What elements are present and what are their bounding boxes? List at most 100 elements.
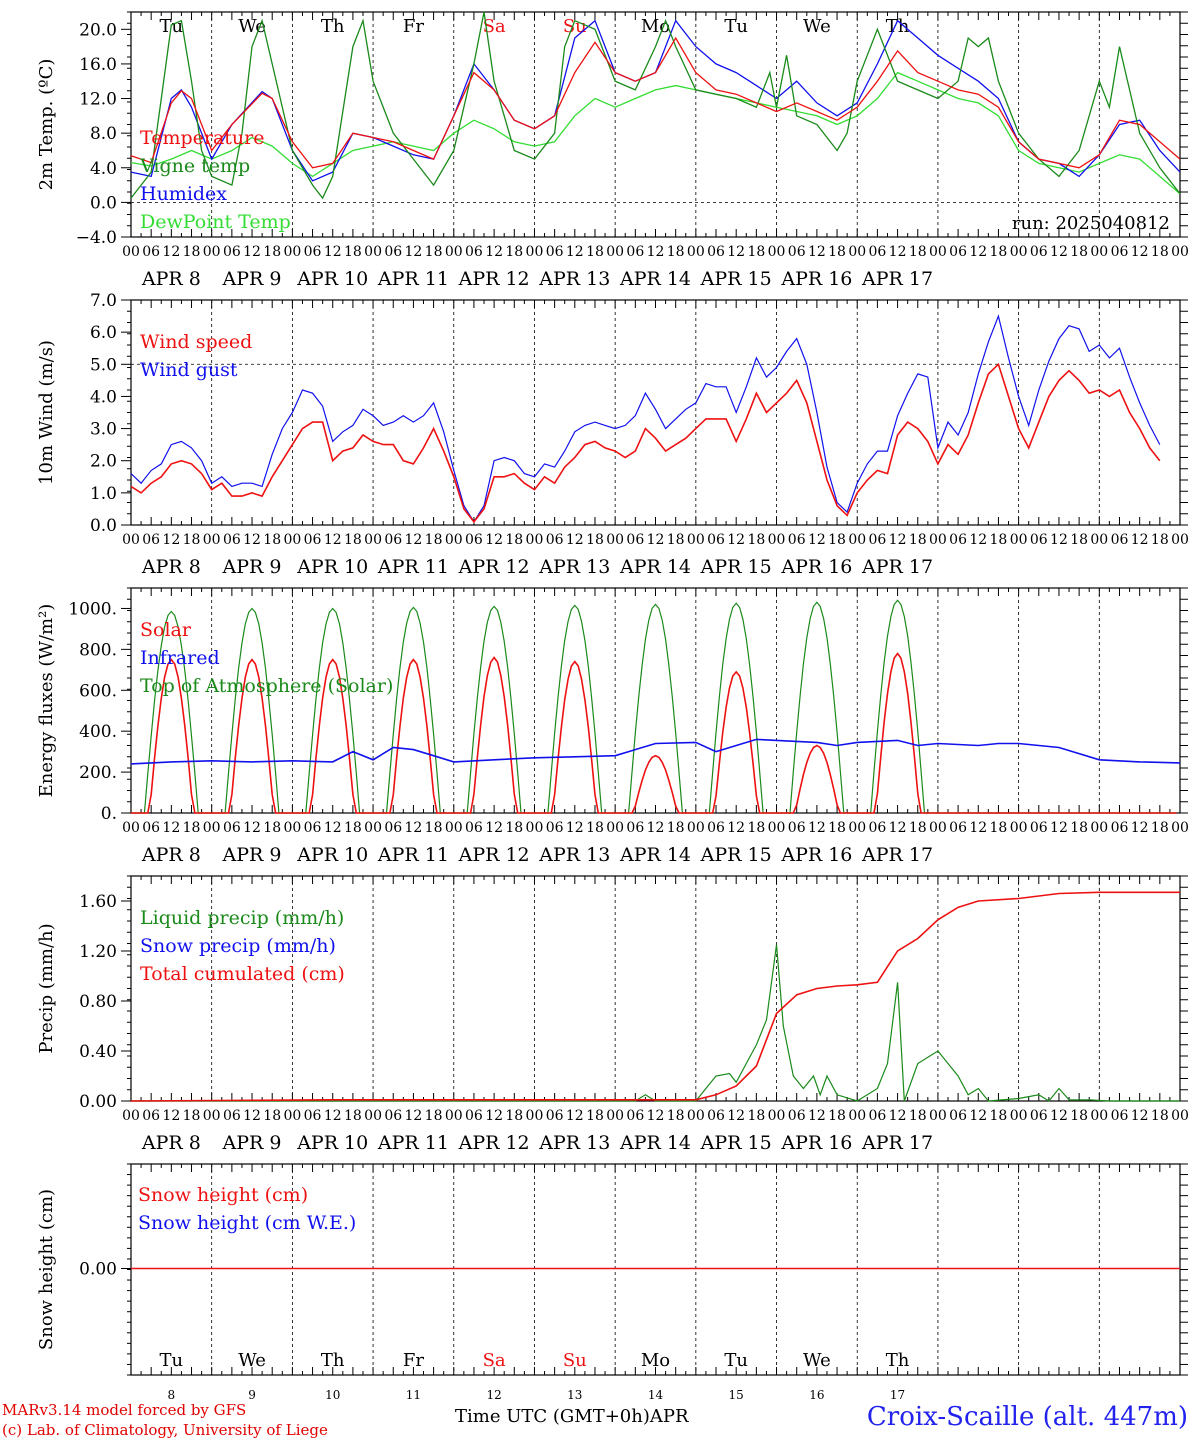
y-tick-label: 0. <box>101 804 117 824</box>
hour-label: 12 <box>808 820 826 836</box>
hour-label: 18 <box>1151 1108 1169 1124</box>
date-label: APR 12 <box>458 268 530 290</box>
y-tick-label: 4.0 <box>90 159 117 179</box>
hour-label: 18 <box>1070 820 1088 836</box>
hour-label: 18 <box>1070 532 1088 548</box>
day-abbr: Tu <box>724 1350 748 1371</box>
hour-label: 06 <box>868 820 886 836</box>
series-dewpoint-temp <box>130 71 1181 195</box>
y-tick-label: 20.0 <box>79 20 117 40</box>
hour-label: 06 <box>1111 532 1129 548</box>
hour-label: 12 <box>889 244 907 260</box>
y-tick-label: 0.00 <box>79 1260 117 1280</box>
date-label: APR 16 <box>780 556 852 578</box>
hour-label: 00 <box>364 1108 382 1124</box>
hour-label: 18 <box>828 1108 846 1124</box>
series-wind-speed <box>130 362 1161 524</box>
date-label: APR 16 <box>780 1132 852 1154</box>
hour-label: 06 <box>384 532 402 548</box>
hour-label: 18 <box>344 820 362 836</box>
date-label: APR 8 <box>141 1132 201 1154</box>
y-tick-label: 0.00 <box>79 1092 117 1112</box>
hour-label: 06 <box>707 244 725 260</box>
hour-label: 18 <box>828 532 846 548</box>
panel-1 <box>127 299 1188 526</box>
hour-label: 06 <box>304 820 322 836</box>
hour-label: 18 <box>990 1108 1008 1124</box>
hour-label: 12 <box>485 1108 503 1124</box>
date-label: APR 12 <box>458 844 530 866</box>
hour-label: 12 <box>162 820 180 836</box>
legend-entry: Snow height (cm) <box>138 1184 308 1206</box>
date-label: APR 11 <box>377 268 449 290</box>
hour-label: 18 <box>183 820 201 836</box>
date-label: APR 15 <box>700 1132 772 1154</box>
hour-label: 00 <box>1010 244 1028 260</box>
panel-2 <box>127 587 1188 814</box>
day-number: 9 <box>248 1388 256 1402</box>
hour-label: 00 <box>1010 1108 1028 1124</box>
legend-entry: Vigne temp <box>139 155 250 177</box>
hour-label: 06 <box>626 820 644 836</box>
hour-label: 00 <box>1090 820 1108 836</box>
y-tick-label: 6.0 <box>90 323 117 343</box>
hour-label: 12 <box>1131 820 1149 836</box>
day-number: 12 <box>486 1388 501 1402</box>
hour-label: 12 <box>1050 820 1068 836</box>
hour-label: 00 <box>526 532 544 548</box>
hour-label: 12 <box>727 820 745 836</box>
hour-label: 12 <box>243 244 261 260</box>
hour-label: 00 <box>203 532 221 548</box>
hour-label: 12 <box>405 244 423 260</box>
day-abbr: Fr <box>403 16 424 37</box>
hour-label: 06 <box>142 244 160 260</box>
hour-label: 18 <box>586 820 604 836</box>
hour-label: 12 <box>566 820 584 836</box>
legend-entry: Humidex <box>140 183 227 205</box>
hour-label: 06 <box>142 820 160 836</box>
hour-label: 00 <box>445 532 463 548</box>
date-label: APR 10 <box>296 268 368 290</box>
hour-label: 06 <box>788 532 806 548</box>
hour-label: 12 <box>243 532 261 548</box>
date-label: APR 9 <box>222 268 282 290</box>
y-tick-label: 600. <box>79 681 117 701</box>
hour-label: 12 <box>1131 532 1149 548</box>
day-abbr: Fr <box>403 1350 424 1371</box>
hour-label: 18 <box>183 1108 201 1124</box>
hour-label: 12 <box>162 1108 180 1124</box>
hour-label: 00 <box>687 532 705 548</box>
hour-label: 00 <box>687 1108 705 1124</box>
series-total-cumulated <box>130 891 1180 1102</box>
hour-label: 00 <box>1010 532 1028 548</box>
hour-label: 18 <box>990 820 1008 836</box>
hour-label: 18 <box>828 820 846 836</box>
hour-label: 18 <box>263 1108 281 1124</box>
hour-label: 00 <box>687 820 705 836</box>
day-number: 11 <box>406 1388 421 1402</box>
hour-label: 18 <box>344 244 362 260</box>
hour-label: 06 <box>1111 244 1129 260</box>
hour-label: 12 <box>162 244 180 260</box>
hour-label: 00 <box>1010 820 1028 836</box>
hour-label: 00 <box>606 1108 624 1124</box>
hour-label: 18 <box>1151 532 1169 548</box>
hour-label: 06 <box>465 1108 483 1124</box>
hour-label: 18 <box>909 1108 927 1124</box>
panel-frame <box>130 299 1181 526</box>
date-label: APR 13 <box>538 1132 610 1154</box>
day-number: 16 <box>809 1388 824 1402</box>
hour-label: 18 <box>586 1108 604 1124</box>
hour-label: 12 <box>969 244 987 260</box>
legend-entry: DewPoint Temp <box>140 211 291 233</box>
hour-label: 12 <box>566 1108 584 1124</box>
legend-entry: Solar <box>140 619 192 641</box>
day-number: 10 <box>325 1388 340 1402</box>
hour-label: 12 <box>647 244 665 260</box>
date-label: APR 8 <box>141 556 201 578</box>
hour-label: 12 <box>243 1108 261 1124</box>
legend-entry: Snow height (cm W.E.) <box>138 1212 356 1234</box>
hour-label: 12 <box>405 532 423 548</box>
date-label: APR 11 <box>377 844 449 866</box>
